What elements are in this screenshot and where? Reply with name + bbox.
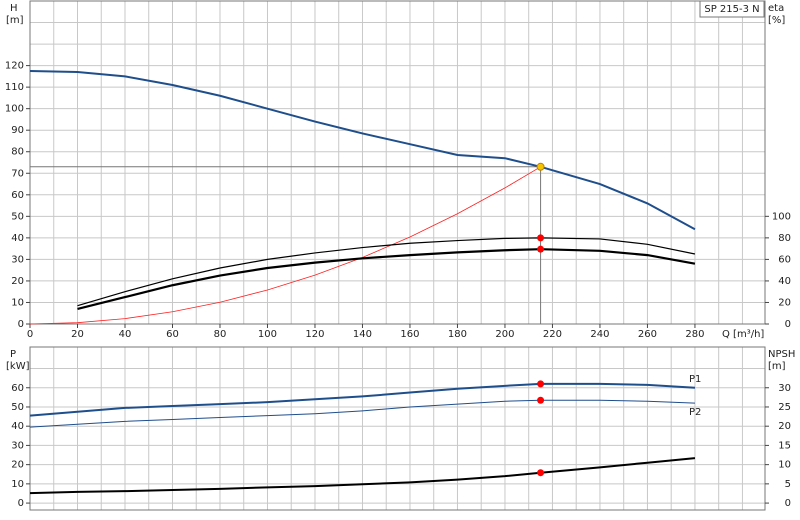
x-tick-label: 40 xyxy=(119,329,132,340)
y2-tick-label: 20 xyxy=(778,421,791,432)
x-axis-label: Q [m³/h] xyxy=(722,329,764,340)
plot-area xyxy=(30,1,765,324)
y2-tick-label: 15 xyxy=(778,440,791,451)
y-tick-label: 40 xyxy=(11,421,24,432)
x-tick-label: 240 xyxy=(590,329,609,340)
plot-frame xyxy=(29,0,766,325)
duty-point xyxy=(536,162,545,171)
y-axis-label: H xyxy=(10,3,18,14)
y2-tick-label: 25 xyxy=(778,402,791,413)
y-tick-label: 120 xyxy=(5,61,24,72)
y-tick-label: 70 xyxy=(11,168,24,179)
y2-tick-label: 20 xyxy=(778,297,791,308)
y-tick-label: 10 xyxy=(11,479,24,490)
y2-axis-unit: [%] xyxy=(768,15,785,26)
y2-tick-label: 10 xyxy=(778,460,791,471)
x-tick-label: 260 xyxy=(638,329,657,340)
y2-tick-label: 0 xyxy=(785,498,791,509)
plot-frame xyxy=(29,346,766,511)
y-axis-unit: [kW] xyxy=(6,361,30,372)
curve xyxy=(29,166,541,325)
duty-point xyxy=(537,469,545,477)
x-tick-label: 120 xyxy=(305,329,324,340)
plot-area xyxy=(30,347,765,510)
chart-title: SP 215-3 N xyxy=(704,4,759,15)
x-tick-label: 140 xyxy=(353,329,372,340)
y-axis-label: P xyxy=(10,349,16,360)
x-tick-label: 200 xyxy=(495,329,514,340)
x-tick-label: 220 xyxy=(543,329,562,340)
title-box xyxy=(699,0,765,18)
y2-tick-label: 5 xyxy=(785,479,791,490)
x-tick-label: 100 xyxy=(258,329,277,340)
y-tick-label: 60 xyxy=(11,190,24,201)
y-tick-label: 110 xyxy=(5,82,24,93)
x-tick-label: 0 xyxy=(27,329,33,340)
y-tick-label: 80 xyxy=(11,147,24,158)
series-label: P2 xyxy=(689,407,701,418)
curve xyxy=(29,457,696,495)
curve xyxy=(29,399,695,428)
curve xyxy=(77,237,696,307)
y-tick-label: 0 xyxy=(18,319,24,330)
y-tick-label: 100 xyxy=(5,104,24,115)
x-tick-label: 160 xyxy=(400,329,419,340)
duty-point xyxy=(537,396,545,404)
y-tick-label: 90 xyxy=(11,125,24,136)
y-tick-label: 20 xyxy=(11,276,24,287)
x-tick-label: 60 xyxy=(166,329,179,340)
duty-point xyxy=(537,245,545,253)
y2-tick-label: 60 xyxy=(778,254,791,265)
x-tick-label: 20 xyxy=(71,329,84,340)
y2-tick-label: 30 xyxy=(778,383,791,394)
y-tick-label: 20 xyxy=(11,460,24,471)
y-tick-label: 10 xyxy=(11,297,24,308)
y2-axis-label: eta xyxy=(768,3,784,14)
y2-axis-unit: [m] xyxy=(768,361,786,372)
y-tick-label: 40 xyxy=(11,233,24,244)
y-tick-label: 60 xyxy=(11,383,24,394)
y-tick-label: 0 xyxy=(18,498,24,509)
y2-tick-label: 40 xyxy=(778,276,791,287)
y-tick-label: 30 xyxy=(11,254,24,265)
x-tick-label: 180 xyxy=(448,329,467,340)
x-tick-label: 280 xyxy=(685,329,704,340)
curve xyxy=(29,69,696,231)
duty-point xyxy=(537,234,545,242)
y2-tick-label: 0 xyxy=(785,319,791,330)
y2-tick-label: 100 xyxy=(772,211,791,222)
y-axis-unit: [m] xyxy=(6,15,24,26)
y-tick-label: 50 xyxy=(11,211,24,222)
curve xyxy=(77,248,696,310)
curve xyxy=(29,382,696,417)
series-label: P1 xyxy=(689,374,701,385)
x-tick-label: 80 xyxy=(214,329,227,340)
duty-point xyxy=(537,380,545,388)
y-tick-label: 50 xyxy=(11,402,24,413)
y2-axis-label: NPSH xyxy=(768,349,795,360)
y-tick-label: 30 xyxy=(11,440,24,451)
y2-tick-label: 80 xyxy=(778,233,791,244)
